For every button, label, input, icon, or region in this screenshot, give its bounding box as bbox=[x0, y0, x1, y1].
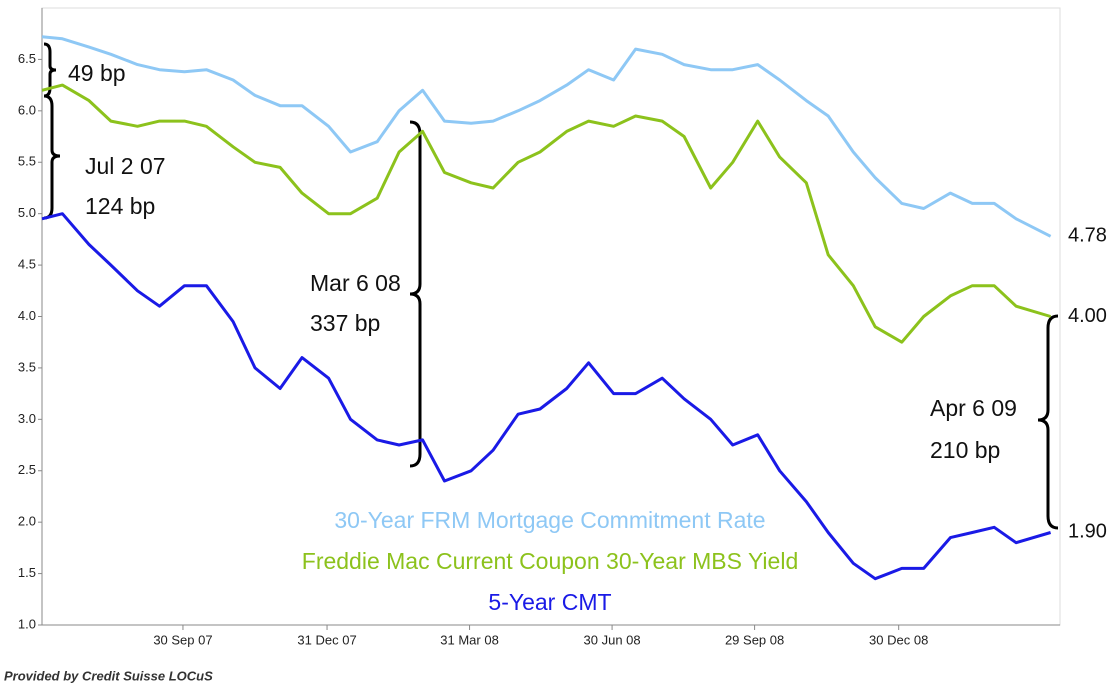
x-tick-label: 31 Dec 07 bbox=[297, 632, 356, 647]
series-line bbox=[41, 83, 1052, 344]
series-line bbox=[41, 35, 1052, 238]
x-tick-label: 30 Sep 07 bbox=[153, 632, 212, 647]
x-tick-label: 30 Dec 08 bbox=[869, 632, 928, 647]
brace bbox=[1037, 314, 1059, 530]
y-tick-label: 4.5 bbox=[18, 257, 36, 272]
annotation: Mar 6 08 bbox=[310, 270, 401, 296]
y-tick-label: 4.0 bbox=[18, 308, 36, 323]
source: Provided by Credit Suisse LOCuS bbox=[4, 668, 213, 683]
annotation: Apr 6 09 bbox=[930, 395, 1017, 421]
y-tick-label: 3.0 bbox=[18, 411, 36, 426]
brace bbox=[43, 42, 57, 98]
y-tick-label: 1.0 bbox=[18, 616, 36, 631]
y-tick-label: 2.0 bbox=[18, 514, 36, 529]
x-tick-label: 29 Sep 08 bbox=[725, 632, 784, 647]
end-label: 4.00 bbox=[1068, 305, 1107, 327]
brace bbox=[409, 120, 422, 468]
legend-entry: 5-Year CMT bbox=[488, 589, 611, 615]
series-line bbox=[41, 212, 1052, 581]
y-tick-label: 6.0 bbox=[18, 102, 36, 117]
annotation: 210 bp bbox=[930, 437, 1000, 463]
brace bbox=[43, 94, 61, 220]
y-tick-label: 5.5 bbox=[18, 154, 36, 169]
y-tick-label: 1.5 bbox=[18, 565, 36, 580]
legend-entry: 30-Year FRM Mortgage Commitment Rate bbox=[334, 507, 765, 533]
annotation: 124 bp bbox=[85, 193, 155, 219]
x-tick-label: 31 Mar 08 bbox=[440, 632, 499, 647]
annotation: 49 bp bbox=[68, 60, 126, 86]
end-label: 4.78 bbox=[1068, 225, 1107, 247]
y-tick-label: 3.5 bbox=[18, 359, 36, 374]
legend-entry: Freddie Mac Current Coupon 30-Year MBS Y… bbox=[302, 548, 798, 574]
end-label: 1.90 bbox=[1068, 521, 1107, 543]
y-tick-label: 6.5 bbox=[18, 51, 36, 66]
y-tick-label: 2.5 bbox=[18, 462, 36, 477]
y-tick-label: 5.0 bbox=[18, 205, 36, 220]
annotation: 337 bp bbox=[310, 310, 380, 336]
x-tick-label: 30 Jun 08 bbox=[584, 632, 641, 647]
annotation: Jul 2 07 bbox=[85, 153, 166, 179]
